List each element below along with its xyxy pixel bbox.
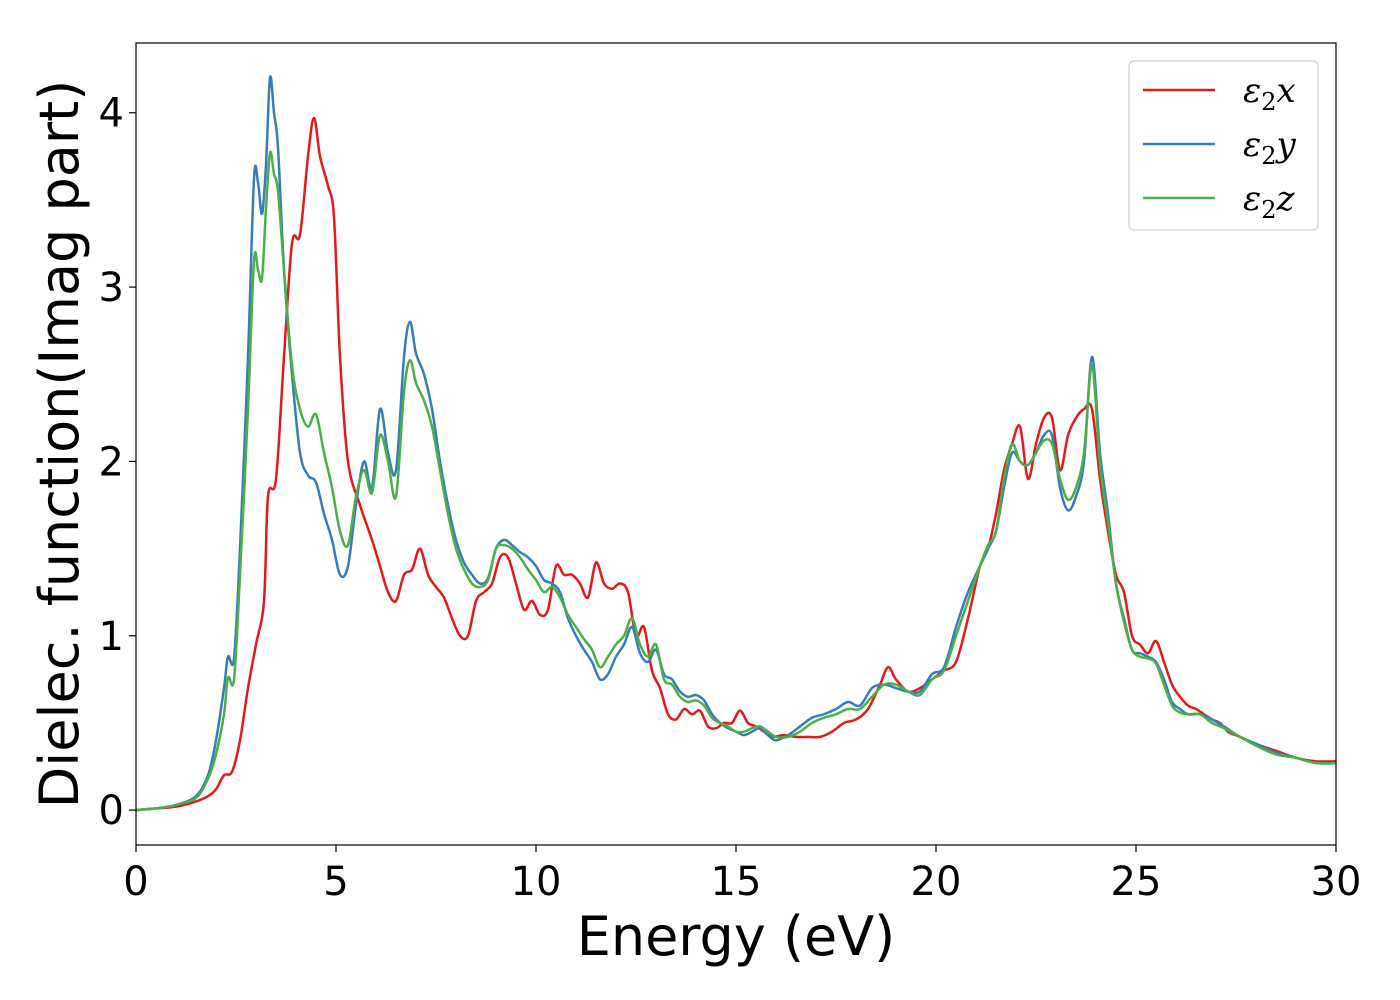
x-tick-label: 25	[1111, 859, 1162, 905]
y-tick-label: 0	[99, 788, 124, 834]
legend-label-z: ε2z	[1243, 179, 1296, 224]
x-tick-label: 30	[1311, 859, 1362, 905]
legend-box	[1128, 60, 1319, 231]
legend: ε2x ε2y ε2z	[1128, 60, 1319, 231]
x-tick-label: 0	[123, 859, 148, 905]
series-line-y	[136, 75, 1336, 812]
x-tick-label: 20	[911, 859, 962, 905]
legend-label-x: ε2x	[1243, 71, 1296, 116]
y-tick-label: 2	[99, 439, 124, 485]
y-axis-title: Dielec. function(Imag part)	[28, 80, 91, 809]
y-tick-label: 1	[99, 614, 124, 660]
x-tick-label: 15	[711, 859, 762, 905]
x-tick-label: 10	[511, 859, 562, 905]
series-line-z	[136, 150, 1336, 812]
series-layer	[136, 75, 1336, 812]
x-axis-ticks: 0 5 10 15 20 25 30	[123, 845, 1361, 905]
x-axis-title: Energy (eV)	[577, 905, 896, 968]
series-line-x	[136, 116, 1336, 812]
y-axis-ticks: 0 1 2 3 4	[99, 91, 136, 834]
x-tick-label: 5	[323, 859, 348, 905]
y-tick-label: 3	[99, 265, 124, 311]
legend-label-y: ε2y	[1243, 125, 1297, 170]
y-tick-label: 4	[99, 91, 124, 137]
